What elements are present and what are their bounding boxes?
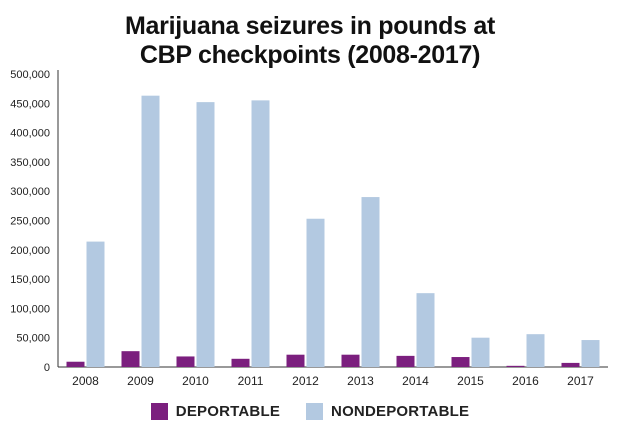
x-tick-label-2008: 2008 [72, 374, 99, 388]
legend-swatch-deportable [150, 403, 168, 420]
chart-title-line-2: CBP checkpoints (2008-2017) [139, 41, 481, 69]
legend-item-deportable: DEPORTABLE [150, 403, 281, 420]
bar-nondeportable-2009 [141, 95, 160, 367]
bar-deportable-2014 [396, 355, 415, 367]
legend: DEPORTABLE NONDEPORTABLE [0, 403, 620, 420]
chart-title: Marijuana seizures in pounds at CBP chec… [0, 12, 620, 70]
legend-label-deportable: DEPORTABLE [175, 403, 281, 420]
bar-deportable-2011 [231, 358, 250, 367]
x-tick-label-2011: 2011 [238, 374, 264, 388]
x-tick-label-2012: 2012 [292, 374, 319, 388]
y-tick-label: 350,000 [10, 157, 50, 169]
y-tick-label: 250,000 [10, 216, 50, 228]
x-tick-label-2016: 2016 [512, 374, 539, 388]
y-tick-label: 300,000 [10, 186, 50, 198]
legend-swatch-nondeportable [306, 403, 324, 420]
bar-nondeportable-2012 [306, 218, 325, 367]
bar-deportable-2015 [451, 357, 470, 367]
bar-nondeportable-2011 [251, 100, 270, 368]
y-tick-label: 200,000 [10, 245, 50, 257]
chart-title-line-1: Marijuana seizures in pounds at [125, 12, 495, 40]
bar-nondeportable-2013 [361, 197, 380, 367]
x-tick-label-2014: 2014 [402, 374, 429, 388]
y-tick-label: 450,000 [10, 98, 50, 110]
y-tick-label: 0 [44, 362, 50, 374]
legend-label-nondeportable: NONDEPORTABLE [331, 403, 470, 420]
x-tick-label-2010: 2010 [182, 374, 209, 388]
bar-nondeportable-2015 [471, 337, 490, 367]
x-tick-label-2017: 2017 [567, 374, 594, 388]
bar-deportable-2009 [121, 351, 140, 367]
bar-deportable-2017 [561, 362, 580, 367]
bar-nondeportable-2008 [86, 241, 105, 367]
y-tick-label: 150,000 [10, 274, 50, 286]
y-tick-label: 400,000 [10, 128, 50, 140]
bar-deportable-2016 [506, 365, 525, 367]
y-tick-label: 500,000 [10, 69, 50, 81]
bar-deportable-2012 [286, 354, 305, 367]
bar-deportable-2008 [66, 361, 85, 367]
y-tick-label: 100,000 [10, 303, 50, 315]
bar-nondeportable-2014 [416, 293, 435, 367]
bar-deportable-2013 [341, 354, 360, 367]
bar-nondeportable-2010 [196, 102, 215, 368]
legend-item-nondeportable: NONDEPORTABLE [306, 403, 469, 420]
bar-nondeportable-2016 [526, 334, 545, 367]
bar-nondeportable-2017 [581, 340, 600, 367]
x-tick-label-2013: 2013 [347, 374, 374, 388]
bar-deportable-2010 [176, 356, 195, 367]
y-tick-label: 50,000 [16, 333, 50, 345]
x-tick-label-2015: 2015 [457, 374, 484, 388]
x-tick-label-2009: 2009 [127, 374, 154, 388]
